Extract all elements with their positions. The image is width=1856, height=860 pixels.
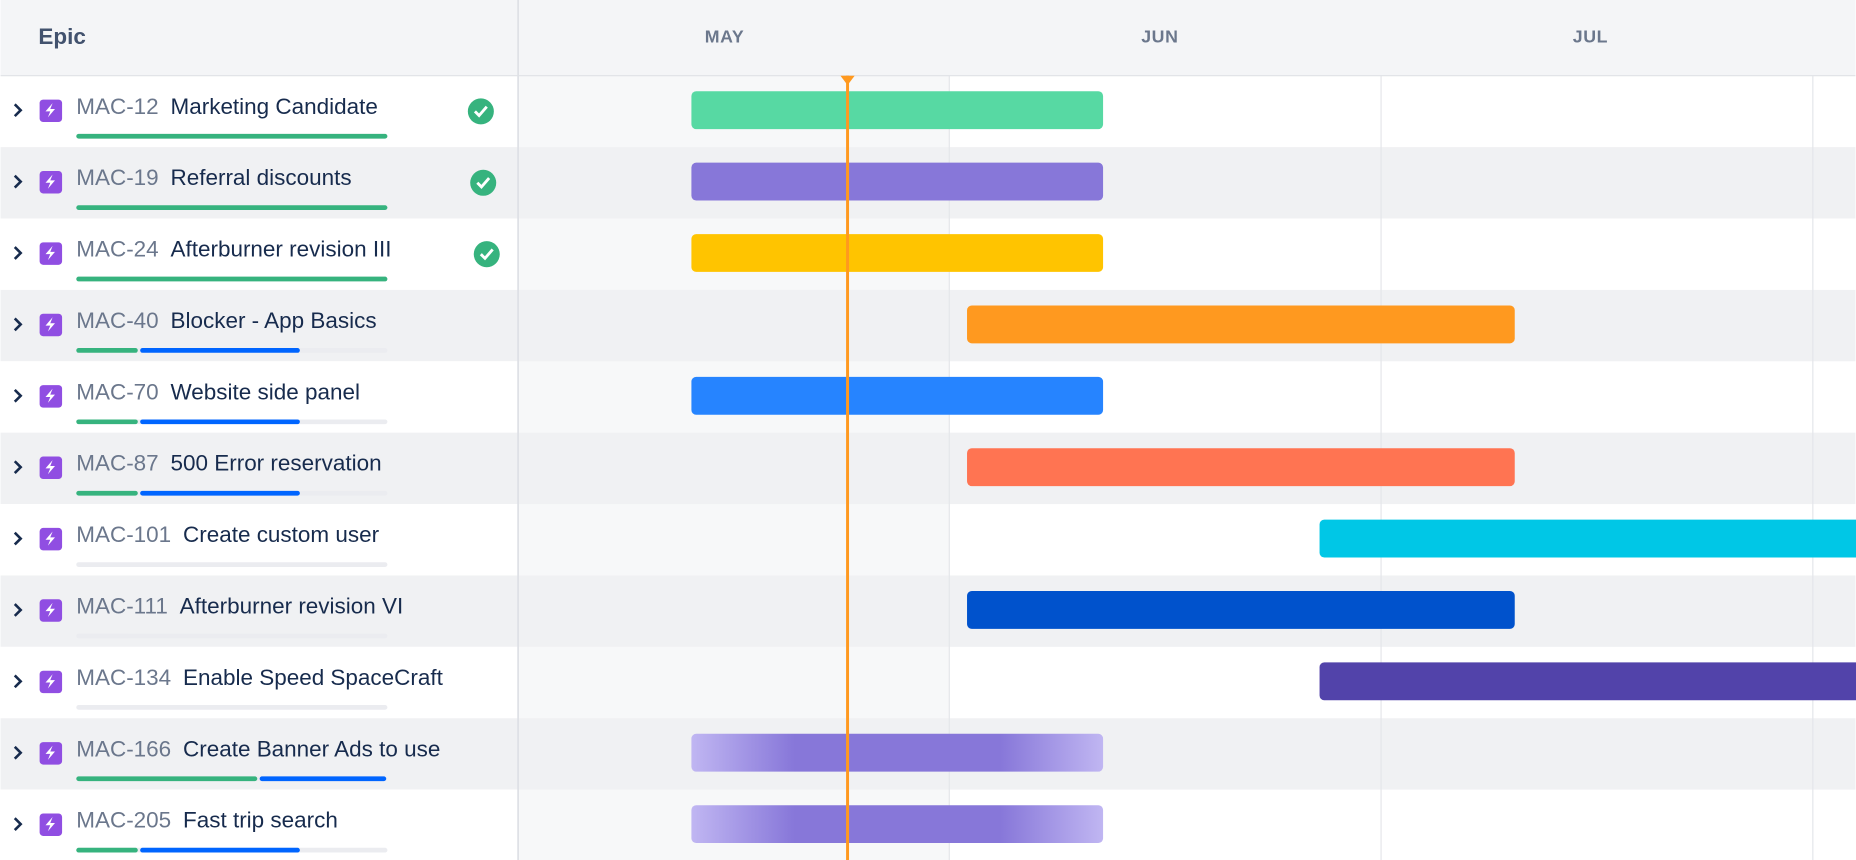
epic-row[interactable]: MAC-24 Afterburner revision III bbox=[13, 237, 500, 282]
epic-bolt bbox=[45, 460, 55, 475]
epic-title[interactable]: Afterburner revision VI bbox=[180, 594, 404, 619]
timeline-bar[interactable] bbox=[691, 805, 1104, 844]
timeline-bar[interactable] bbox=[691, 162, 1104, 201]
epic-key: MAC-166 bbox=[76, 736, 171, 761]
progress-active bbox=[140, 847, 300, 853]
expand-chevron[interactable] bbox=[13, 317, 23, 332]
epic-key: MAC-111 bbox=[76, 594, 168, 619]
expand-chevron[interactable] bbox=[13, 531, 23, 546]
progress-track bbox=[76, 705, 388, 710]
timeline-bar[interactable] bbox=[691, 733, 1104, 772]
progress-done bbox=[76, 133, 388, 139]
epic-row[interactable]: MAC-40 Blocker - App Basics bbox=[13, 308, 388, 353]
expand-chevron[interactable] bbox=[13, 745, 23, 760]
epic-row[interactable]: MAC-166 Create Banner Ads to use bbox=[13, 736, 441, 782]
month-label: JUL bbox=[1573, 27, 1608, 47]
epic-key: MAC-87 bbox=[76, 451, 158, 476]
done-tick bbox=[476, 177, 491, 190]
epic-row[interactable]: MAC-101 Create custom user bbox=[13, 522, 388, 567]
month-label: JUN bbox=[1141, 27, 1178, 47]
progress-active bbox=[259, 776, 387, 782]
done-tick bbox=[479, 248, 494, 261]
epic-key: MAC-205 bbox=[76, 808, 171, 833]
progress-done bbox=[76, 348, 138, 353]
expand-chevron[interactable] bbox=[13, 388, 23, 403]
epic-bolt bbox=[45, 602, 55, 618]
epic-bolt bbox=[45, 174, 55, 189]
timeline-bar[interactable] bbox=[967, 591, 1515, 629]
progress-done bbox=[76, 776, 258, 782]
epic-title[interactable]: Referral discounts bbox=[171, 165, 352, 190]
progress-track bbox=[76, 562, 388, 567]
column-title: Epic bbox=[38, 24, 85, 49]
epic-key: MAC-101 bbox=[76, 522, 171, 547]
expand-chevron[interactable] bbox=[13, 817, 23, 831]
progress-done bbox=[76, 276, 388, 282]
epic-key: MAC-24 bbox=[76, 237, 158, 262]
epic-bolt bbox=[45, 817, 55, 832]
epic-bolt bbox=[45, 103, 55, 118]
progress-active bbox=[140, 419, 300, 425]
today-arrow bbox=[840, 75, 855, 86]
epic-row[interactable]: MAC-134 Enable Speed SpaceCraft bbox=[13, 665, 444, 710]
epic-key: MAC-134 bbox=[76, 665, 171, 690]
timeline-bar[interactable] bbox=[1319, 662, 1856, 701]
epic-bolt bbox=[45, 245, 55, 261]
epic-title[interactable]: Blocker - App Basics bbox=[171, 308, 377, 333]
expand-chevron[interactable] bbox=[13, 246, 23, 260]
progress-done bbox=[76, 490, 138, 496]
expand-chevron[interactable] bbox=[13, 103, 23, 118]
epic-key: MAC-19 bbox=[76, 165, 158, 190]
progress-done bbox=[76, 847, 138, 853]
expand-chevron[interactable] bbox=[13, 460, 23, 475]
epic-title[interactable]: Fast trip search bbox=[183, 808, 338, 833]
progress-active bbox=[140, 490, 300, 496]
epic-bolt bbox=[45, 531, 55, 546]
done-tick bbox=[473, 105, 488, 118]
epic-row[interactable]: MAC-70 Website side panel bbox=[13, 379, 388, 425]
expand-chevron[interactable] bbox=[13, 674, 23, 689]
header-bar bbox=[0, 0, 1856, 76]
epic-title[interactable]: Website side panel bbox=[171, 379, 360, 404]
timeline-bar[interactable] bbox=[1319, 519, 1856, 558]
timeline-bar[interactable] bbox=[691, 234, 1104, 272]
epic-title[interactable]: Marketing Candidate bbox=[171, 94, 378, 119]
progress-track bbox=[76, 633, 388, 639]
epic-key: MAC-40 bbox=[76, 308, 158, 333]
epic-row[interactable]: MAC-87 500 Error reservation bbox=[13, 451, 388, 496]
expand-chevron[interactable] bbox=[13, 174, 23, 189]
timeline-bar[interactable] bbox=[967, 448, 1515, 487]
timeline-bar[interactable] bbox=[691, 376, 1104, 415]
epic-row[interactable]: MAC-19 Referral discounts bbox=[13, 165, 497, 211]
progress-done bbox=[76, 419, 138, 425]
epic-title[interactable]: 500 Error reservation bbox=[171, 451, 382, 476]
epic-key: MAC-12 bbox=[76, 94, 158, 119]
epic-title[interactable]: Create custom user bbox=[183, 522, 380, 547]
timeline-bar[interactable] bbox=[691, 91, 1104, 130]
epic-title[interactable]: Create Banner Ads to use bbox=[183, 736, 440, 761]
epic-row[interactable]: MAC-111 Afterburner revision VI bbox=[13, 594, 404, 639]
epic-title[interactable]: Enable Speed SpaceCraft bbox=[183, 665, 444, 690]
progress-active bbox=[140, 348, 300, 353]
expand-chevron[interactable] bbox=[13, 603, 23, 617]
timeline-bar[interactable] bbox=[967, 305, 1515, 344]
epic-bolt bbox=[45, 674, 55, 689]
month-label: MAY bbox=[705, 27, 745, 47]
epic-row[interactable]: MAC-12 Marketing Candidate bbox=[13, 94, 494, 139]
epic-bolt bbox=[45, 388, 55, 403]
epic-key: MAC-70 bbox=[76, 379, 158, 404]
today-marker bbox=[840, 75, 855, 860]
epic-bolt bbox=[45, 317, 55, 332]
progress-done bbox=[76, 205, 388, 211]
epic-bolt bbox=[45, 745, 55, 760]
epic-title[interactable]: Afterburner revision III bbox=[171, 237, 392, 262]
epic-row[interactable]: MAC-205 Fast trip search bbox=[13, 808, 388, 853]
